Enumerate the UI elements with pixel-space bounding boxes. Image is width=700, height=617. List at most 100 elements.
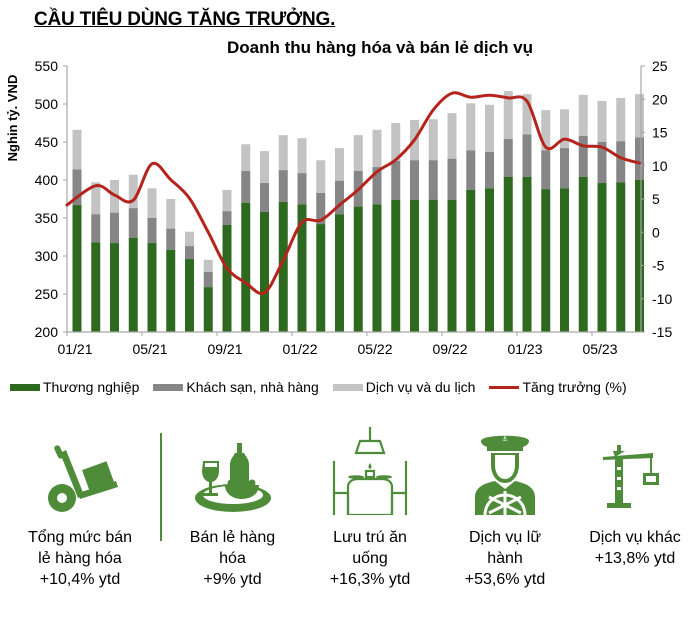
legend-swatch-hotels-restaurants <box>153 383 184 391</box>
bar-services-tourism <box>166 199 176 229</box>
legend-label: Thương nghiệp <box>43 379 140 395</box>
x-tick-label: 05/23 <box>582 341 617 357</box>
bar-services-tourism <box>541 110 551 151</box>
bar-services-tourism <box>391 123 401 161</box>
kpi-label: uống <box>352 550 388 567</box>
bar-services-tourism <box>372 129 382 168</box>
y2-tick-label: -5 <box>652 258 665 274</box>
x-tick-label: 09/21 <box>207 341 242 357</box>
x-tick-label: 09/22 <box>432 341 467 357</box>
dining-table-icon <box>305 425 435 515</box>
kpi-label: lẻ hàng hóa <box>38 550 122 567</box>
kpi-label: Dịch vụ khác <box>589 529 681 546</box>
bar-commerce <box>203 287 213 332</box>
y-axis-label: Nghin tỷ. VND <box>5 75 20 162</box>
bar-commerce <box>128 237 138 332</box>
bar-commerce <box>635 180 644 332</box>
y2-tick-label: -10 <box>652 291 672 307</box>
bar-commerce <box>316 224 326 332</box>
legend-item-hotels-restaurants: Khách sạn, nhà hàng <box>153 379 319 395</box>
bar-services-tourism <box>260 151 269 184</box>
bar-commerce <box>91 242 101 332</box>
bar-services-tourism <box>466 103 476 151</box>
bar-services-tourism <box>635 94 644 138</box>
y2-tick-label: 15 <box>652 125 668 141</box>
bar-hotels-restaurants <box>541 150 551 190</box>
bar-commerce <box>353 206 363 332</box>
bar-commerce <box>185 259 194 332</box>
bar-commerce <box>541 189 551 332</box>
bar-hotels-restaurants <box>91 214 101 243</box>
bar-services-tourism <box>353 135 363 171</box>
kpi-label: hành <box>487 550 523 567</box>
bar-services-tourism <box>278 135 288 171</box>
bar-hotels-restaurants <box>335 180 344 215</box>
y2-tick-label: 10 <box>652 158 668 174</box>
legend-item-commerce: Thương nghiệp <box>10 379 139 395</box>
bar-services-tourism <box>128 174 138 209</box>
bar-services-tourism <box>316 160 326 193</box>
bar-hotels-restaurants <box>447 158 457 200</box>
bar-hotels-restaurants <box>222 211 232 225</box>
kpi-divider <box>160 433 162 541</box>
wine-food-tray-icon <box>170 425 295 515</box>
legend-label: Tăng trưởng (%) <box>522 379 627 395</box>
y-tick-label: 300 <box>35 248 59 264</box>
y2-tick-label: -15 <box>652 324 672 340</box>
bar-hotels-restaurants <box>597 142 607 184</box>
bar-commerce <box>410 199 419 332</box>
bar-hotels-restaurants <box>372 167 382 205</box>
bar-services-tourism <box>503 91 513 139</box>
chart: 200 250 300 350 400 450 500 550 -15 -10 -5 0 5 10 15 20… <box>5 58 673 357</box>
legend-swatch-commerce <box>10 383 40 391</box>
bar-services-tourism <box>241 144 251 171</box>
chart-title: Doanh thu hàng hóa và bán lẻ dịch vụ <box>226 38 534 57</box>
legend-line-growth <box>489 385 520 389</box>
page-heading-text: CẦU TIÊU DÙNG TĂNG TRƯỞNG <box>34 9 331 30</box>
bar-hotels-restaurants <box>185 246 194 260</box>
bar-commerce <box>110 243 119 332</box>
chart-axes: 200 250 300 350 400 450 500 550 -15 -10 -5 0 5 10 15 20… <box>35 58 673 357</box>
bar-commerce <box>72 205 82 332</box>
kpi-value: +13,8% ytd <box>594 550 676 567</box>
page-heading-suffix: . <box>330 9 336 30</box>
kpi-total-retail: Tổng mức bán lẻ hàng hóa +10,4% ytd <box>10 425 150 590</box>
bar-hotels-restaurants <box>522 134 532 177</box>
bar-services-tourism <box>597 100 607 142</box>
kpi-label: Bán lẻ hàng <box>189 529 276 546</box>
bar-hotels-restaurants <box>635 137 644 180</box>
bar-commerce <box>485 188 494 332</box>
legend-item-growth: Tăng trưởng (%) <box>489 379 627 395</box>
bar-hotels-restaurants <box>297 173 307 205</box>
chart-legend: Thương nghiệp Khách sạn, nhà hàng Dịch v… <box>10 376 700 398</box>
bar-hotels-restaurants <box>203 271 213 288</box>
bar-services-tourism <box>203 259 213 272</box>
bar-commerce <box>278 202 288 332</box>
bar-hotels-restaurants <box>278 170 288 203</box>
kpi-label: hóa <box>219 550 246 567</box>
y-tick-label: 350 <box>35 210 59 226</box>
hand-truck-icon <box>10 425 150 515</box>
bar-commerce <box>616 182 626 332</box>
bar-services-tourism <box>560 109 569 149</box>
kpi-other-services: Dịch vụ khác +13,8% ytd <box>575 425 695 569</box>
legend-item-services-tourism: Dịch vụ và du lịch <box>332 379 475 395</box>
y2-tick-label: 0 <box>652 224 660 240</box>
bar-commerce <box>597 183 607 332</box>
svg-text:⚓: ⚓ <box>502 435 508 443</box>
legend-swatch-services-tourism <box>332 383 363 391</box>
bar-services-tourism <box>297 138 307 174</box>
kpi-value: +53,6% ytd <box>464 571 546 588</box>
bar-services-tourism <box>616 97 626 142</box>
bar-hotels-restaurants <box>147 218 157 244</box>
kpi-value: +16,3% ytd <box>329 571 411 588</box>
y-tick-label: 450 <box>35 134 59 150</box>
bar-commerce <box>372 204 382 332</box>
kpi-label: Tổng mức bán <box>27 529 133 546</box>
bar-commerce <box>578 176 588 332</box>
bar-series <box>72 91 644 332</box>
y-tick-label: 500 <box>35 96 59 112</box>
kpi-value: +10,4% ytd <box>39 571 121 588</box>
bar-services-tourism <box>428 119 438 161</box>
crane-icon <box>575 425 695 509</box>
